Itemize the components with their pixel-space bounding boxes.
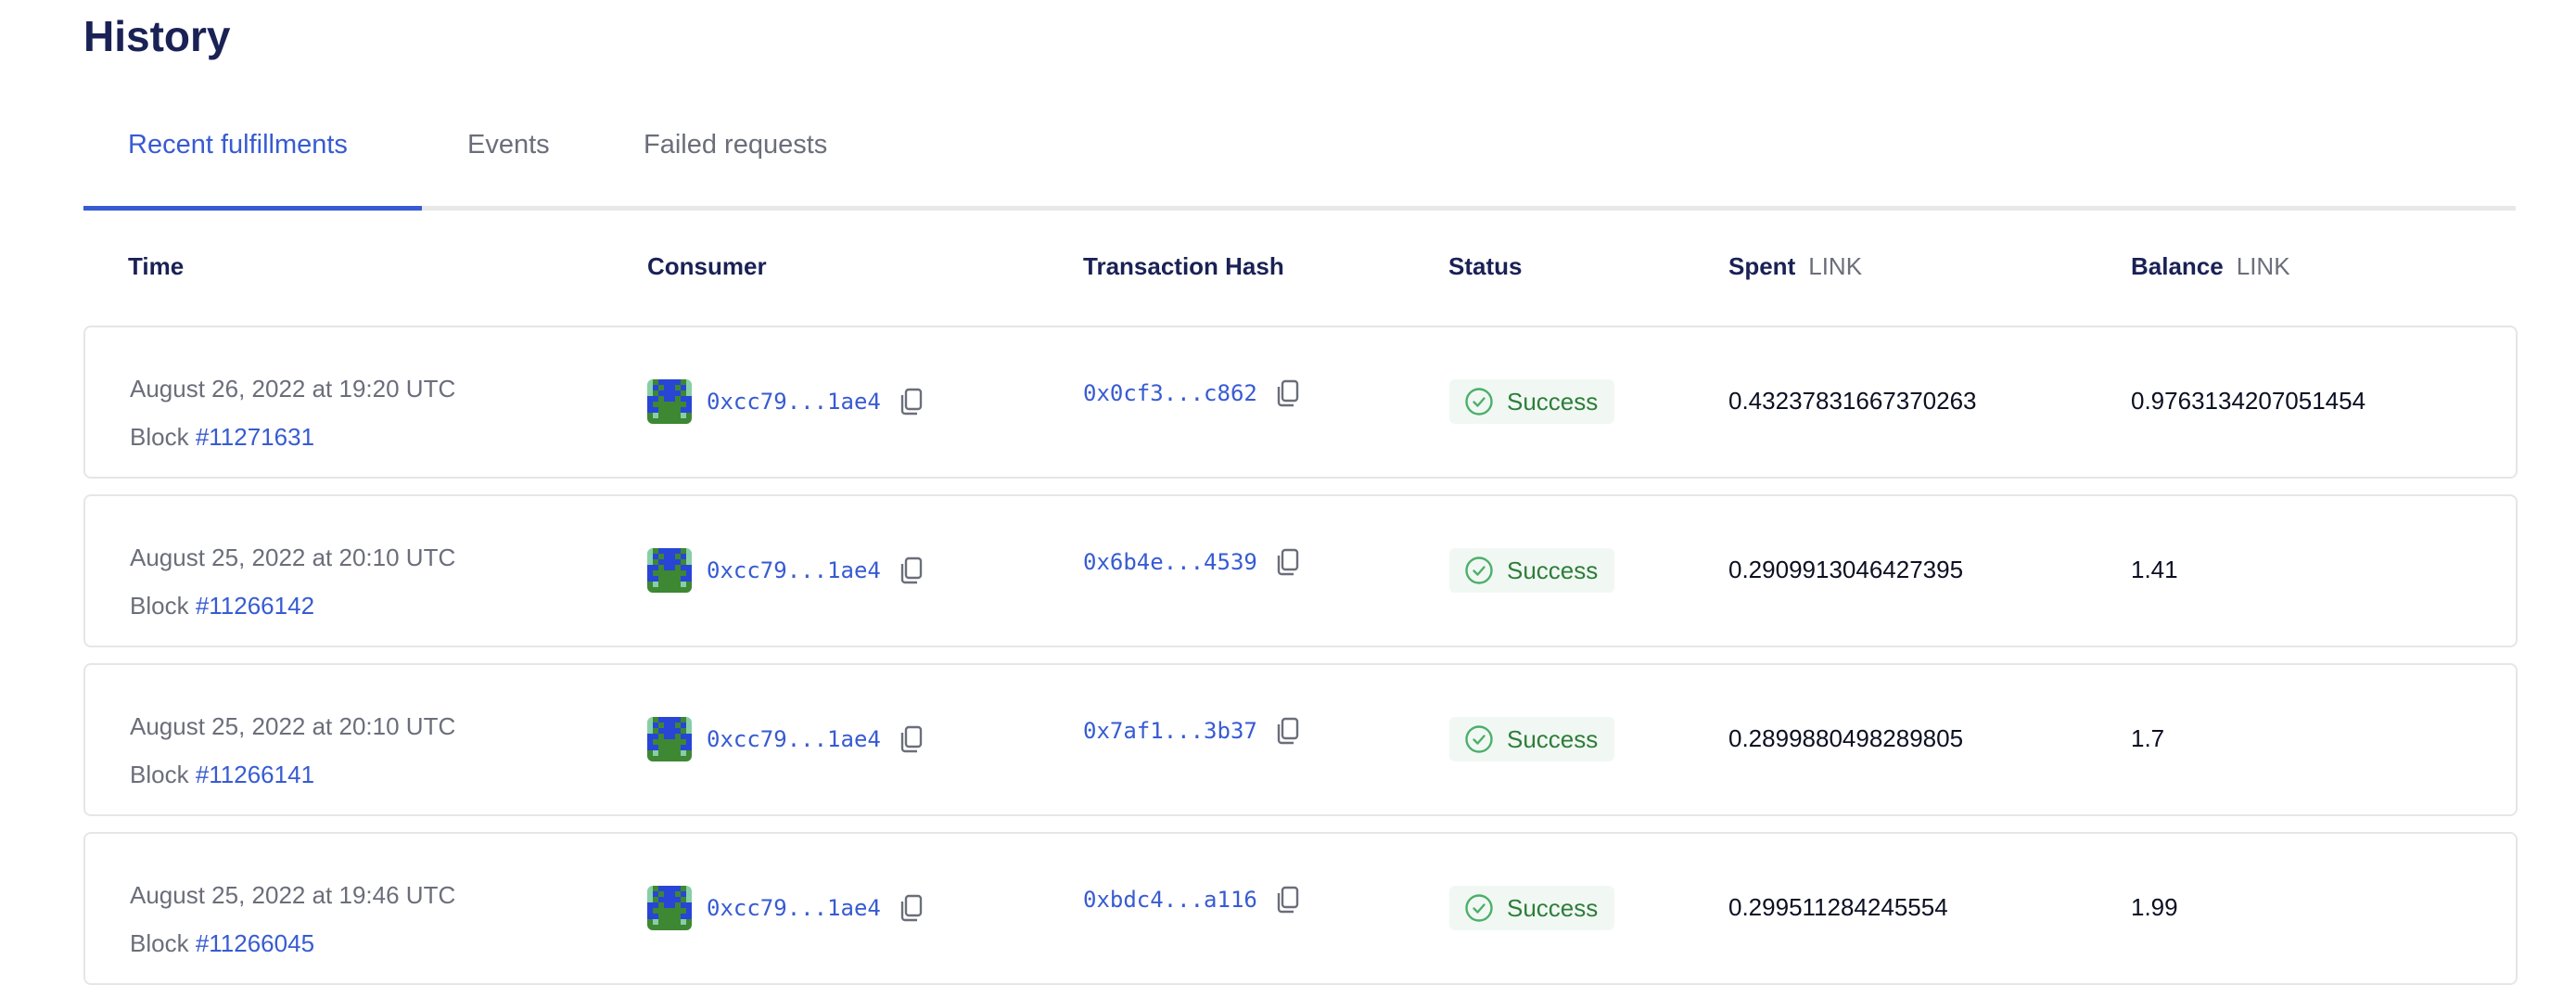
block-line: Block #11271631 [130,413,455,461]
check-circle-icon [1465,556,1493,584]
table-row: August 25, 2022 at 20:10 UTC Block #1126… [83,663,2518,816]
header-spent-unit: LINK [1808,252,1863,280]
block-label: Block [130,423,189,451]
fulfillment-time: August 25, 2022 at 19:46 UTC [130,881,456,909]
transaction-hash-link[interactable]: 0x6b4e...4539 [1083,549,1257,575]
consumer-cell: 0xcc79...1ae4 [647,379,924,424]
history-tabs: Recent fulfillments Events Failed reques… [83,113,2516,211]
consumer-cell: 0xcc79...1ae4 [647,717,924,761]
status-badge: Success [1449,548,1615,593]
copy-icon[interactable] [1276,886,1300,914]
copy-icon[interactable] [899,725,924,753]
transaction-hash-cell: 0x7af1...3b37 [1083,717,1300,745]
time-cell: August 25, 2022 at 20:10 UTC Block #1126… [130,702,455,799]
check-circle-icon [1465,388,1493,416]
copy-icon[interactable] [1276,548,1300,576]
header-balance-unit: LINK [2236,252,2290,280]
transaction-hash-link[interactable]: 0xbdc4...a116 [1083,887,1257,913]
status-text: Success [1507,724,1599,753]
table-row: August 25, 2022 at 19:46 UTC Block #1126… [83,832,2518,985]
table-row: August 26, 2022 at 19:20 UTC Block #1127… [83,326,2518,479]
table-header: Time Consumer Transaction Hash Status Sp… [83,252,2516,289]
blockie-avatar [647,717,692,761]
consumer-address-link[interactable]: 0xcc79...1ae4 [707,557,881,583]
copy-icon[interactable] [1276,717,1300,745]
tab-events[interactable]: Events [467,130,550,160]
blockie-avatar [647,886,692,930]
spent-value: 0.43237831667370263 [1728,387,1977,415]
block-link[interactable]: #11266142 [195,592,315,620]
status-badge: Success [1449,717,1615,761]
status-text: Success [1507,556,1599,584]
block-line: Block #11266141 [130,750,455,799]
consumer-address-link[interactable]: 0xcc79...1ae4 [707,895,881,921]
time-cell: August 26, 2022 at 19:20 UTC Block #1127… [130,365,455,461]
balance-value: 1.99 [2131,893,2178,921]
active-tab-indicator [83,206,422,211]
block-link[interactable]: #11271631 [195,423,315,451]
transaction-hash-cell: 0xbdc4...a116 [1083,886,1300,914]
fulfillment-time: August 26, 2022 at 19:20 UTC [130,375,456,403]
fulfillment-time: August 25, 2022 at 20:10 UTC [130,712,456,740]
copy-icon[interactable] [899,388,924,416]
check-circle-icon [1465,725,1493,753]
header-balance-label: Balance [2131,252,2224,280]
time-cell: August 25, 2022 at 20:10 UTC Block #1126… [130,533,455,630]
block-line: Block #11266142 [130,582,455,630]
consumer-cell: 0xcc79...1ae4 [647,886,924,930]
page-title: History [83,12,231,60]
header-time: Time [128,252,185,280]
spent-value: 0.299511284245554 [1728,893,1948,921]
block-line: Block #11266045 [130,919,455,967]
consumer-cell: 0xcc79...1ae4 [647,548,924,593]
fulfillment-time: August 25, 2022 at 20:10 UTC [130,544,456,571]
time-cell: August 25, 2022 at 19:46 UTC Block #1126… [130,871,455,967]
transaction-hash-cell: 0x6b4e...4539 [1083,548,1300,576]
consumer-address-link[interactable]: 0xcc79...1ae4 [707,389,881,415]
table-row: August 25, 2022 at 20:10 UTC Block #1126… [83,494,2518,647]
header-consumer: Consumer [647,252,767,280]
balance-value: 0.9763134207051454 [2131,387,2366,415]
tab-failed-requests[interactable]: Failed requests [644,130,828,160]
status-badge: Success [1449,379,1615,424]
header-spent: Spent LINK [1728,252,1862,281]
header-spent-label: Spent [1728,252,1796,280]
header-balance: Balance LINK [2131,252,2290,281]
copy-icon[interactable] [1276,379,1300,407]
copy-icon[interactable] [899,556,924,584]
status-badge: Success [1449,886,1615,930]
spent-value: 0.2909913046427395 [1728,556,1964,583]
header-status: Status [1448,252,1523,280]
status-text: Success [1507,893,1599,922]
balance-value: 1.41 [2131,556,2178,583]
blockie-avatar [647,548,692,593]
status-text: Success [1507,387,1599,416]
block-link[interactable]: #11266141 [195,761,315,788]
copy-icon[interactable] [899,894,924,922]
tab-recent-fulfillments[interactable]: Recent fulfillments [128,130,348,160]
check-circle-icon [1465,894,1493,922]
blockie-avatar [647,379,692,424]
consumer-address-link[interactable]: 0xcc79...1ae4 [707,726,881,752]
block-label: Block [130,761,189,788]
block-link[interactable]: #11266045 [195,929,315,957]
balance-value: 1.7 [2131,724,2165,752]
header-transaction-hash: Transaction Hash [1083,252,1284,280]
transaction-hash-link[interactable]: 0x7af1...3b37 [1083,718,1257,744]
block-label: Block [130,592,189,620]
block-label: Block [130,929,189,957]
transaction-hash-cell: 0x0cf3...c862 [1083,379,1300,407]
spent-value: 0.2899880498289805 [1728,724,1964,752]
transaction-hash-link[interactable]: 0x0cf3...c862 [1083,380,1257,406]
